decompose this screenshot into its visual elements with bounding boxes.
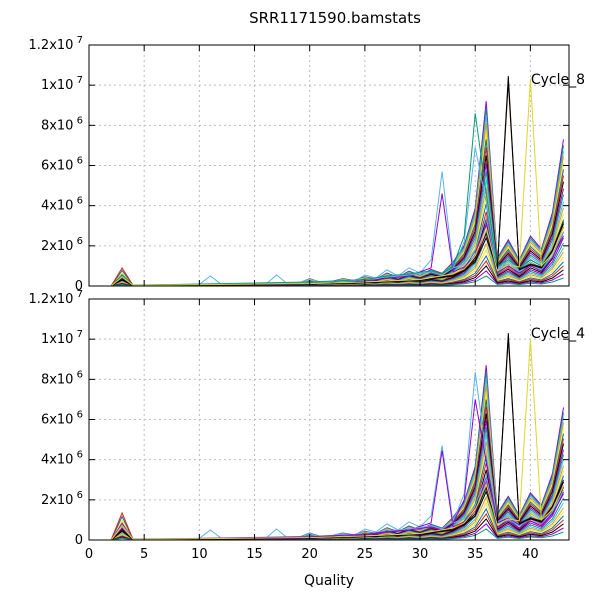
- series-lines: [89, 333, 564, 541]
- x-tick-label: 30: [412, 547, 429, 562]
- series-lines: [89, 76, 564, 287]
- y-tick-label: 1.2x10 7: [29, 35, 83, 53]
- y-tick-label: 4x10 6: [41, 196, 83, 214]
- y-tick-label: 8x10 6: [41, 369, 83, 387]
- y-tick-labels: 1.2x10 7 1x10 7 8x10 6 6x10 6 4x10 6 2x10 6 0: [29, 289, 83, 548]
- bottom-panel: 1.2x10 7 1x10 7 8x10 6 6x10 6 4x10 6 2x10 6 00…: [29, 289, 570, 562]
- top-panel: 1.2x10 7 1x10 7 8x10 6 6x10 6 4x10 6 2x10 6 0: [29, 35, 570, 294]
- x-tick-label: 15: [246, 547, 263, 562]
- x-tick-label: 40: [522, 547, 539, 562]
- x-tick-label: 5: [140, 547, 148, 562]
- panel-label-cycle-4: Cycle_4: [531, 326, 585, 342]
- y-tick-label: 0: [75, 533, 83, 548]
- outlier-series-black-peak-38: [89, 333, 564, 541]
- panel-border: [88, 44, 570, 287]
- x-axis-label: Quality: [304, 573, 354, 589]
- x-tick-label: 10: [191, 547, 208, 562]
- x-tick-label: 35: [467, 547, 484, 562]
- y-tick-labels: 1.2x10 7 1x10 7 8x10 6 6x10 6 4x10 6 2x10 6 0: [29, 35, 83, 294]
- chart-title: SRR1171590.bamstats: [249, 9, 421, 27]
- panel-label-cycle-8: Cycle_8: [531, 72, 585, 88]
- x-tick-labels: 0 5 10 15 20 25 30 35 40: [85, 547, 539, 562]
- y-tick-label: 0: [75, 279, 83, 294]
- y-tick-label: 2x10 6: [41, 236, 83, 254]
- y-tick-label: 2x10 6: [41, 490, 83, 508]
- x-tick-label: 25: [357, 547, 374, 562]
- y-tick-label: 1x10 7: [41, 329, 83, 347]
- outlier-series-black-peak-38: [89, 76, 564, 287]
- outlier-series-yellow-peak-40: [89, 79, 564, 287]
- y-tick-label: 6x10 6: [41, 156, 83, 174]
- y-tick-label: 1x10 7: [41, 75, 83, 93]
- x-tick-label: 0: [85, 547, 93, 562]
- outlier-series-skyblue-peak-32: [89, 171, 564, 287]
- outlier-series-yellow-peak-40: [89, 339, 564, 541]
- outlier-series-seagreen-peak-35: [89, 113, 564, 287]
- x-tick-label: 20: [301, 547, 318, 562]
- y-tick-label: 1.2x10 7: [29, 289, 83, 307]
- panel-border: [88, 298, 570, 541]
- y-tick-label: 6x10 6: [41, 410, 83, 428]
- y-tick-label: 8x10 6: [41, 115, 83, 133]
- y-tick-label: 4x10 6: [41, 450, 83, 468]
